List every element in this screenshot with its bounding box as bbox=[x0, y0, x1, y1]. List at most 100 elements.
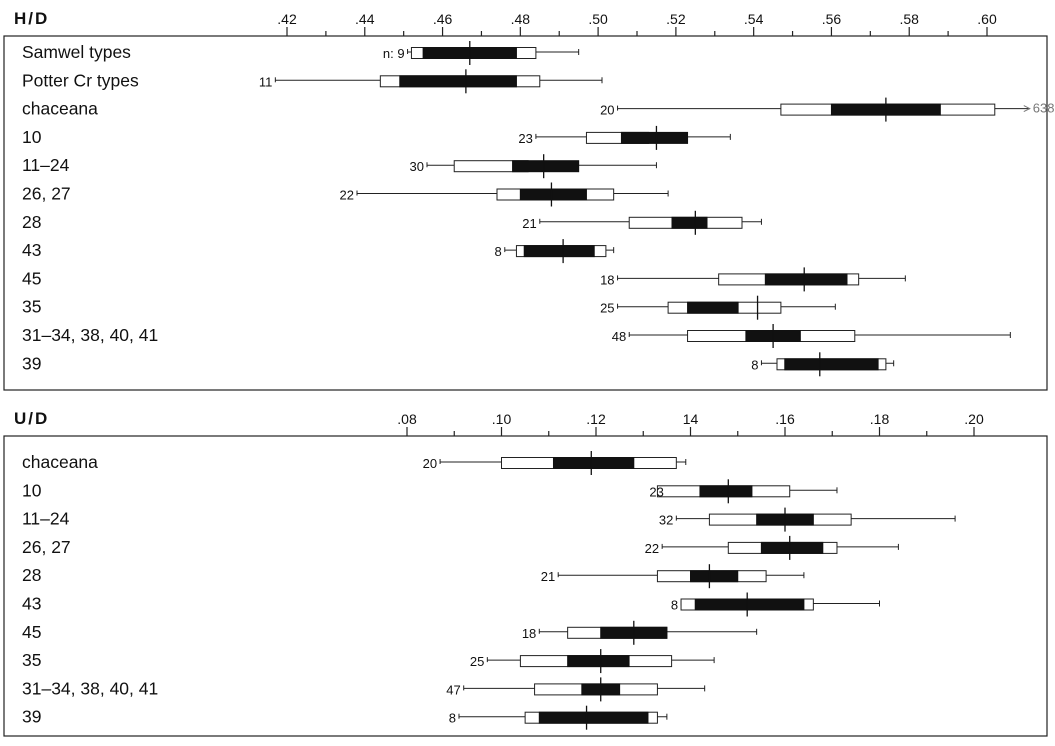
data-row: 10 23 bbox=[22, 479, 838, 504]
n-label: 18 bbox=[600, 272, 614, 287]
data-row: chaceana 638 20 bbox=[22, 97, 1055, 122]
tick-label: .16 bbox=[775, 411, 795, 427]
tick-label: .12 bbox=[586, 411, 606, 427]
n-label: 21 bbox=[522, 216, 536, 231]
row-label: 11–24 bbox=[22, 155, 70, 175]
n-label: 25 bbox=[470, 654, 484, 669]
n-label: 20 bbox=[423, 456, 437, 471]
tick-label: .56 bbox=[822, 11, 842, 27]
data-row: 26, 27 22 bbox=[22, 535, 899, 560]
tick-label: .08 bbox=[397, 411, 417, 427]
n-label: 8 bbox=[449, 711, 456, 726]
data-row: 31–34, 38, 40, 41 48 bbox=[22, 324, 1011, 348]
tick-label: .10 bbox=[492, 411, 512, 427]
n-label: 32 bbox=[659, 513, 673, 528]
ci-box bbox=[399, 75, 517, 88]
ci-box bbox=[519, 188, 587, 201]
row-label: chaceana bbox=[22, 99, 98, 119]
panel-1: H/D .42 .44 .46 .48 .50 .52 .54 .56 .58 .60 Samwel … bbox=[3, 9, 1055, 391]
n-label: 21 bbox=[541, 569, 555, 584]
n-label: 23 bbox=[518, 131, 532, 146]
row-label: 39 bbox=[22, 353, 41, 373]
row-label: 28 bbox=[22, 565, 41, 585]
tick-label: .44 bbox=[355, 11, 375, 27]
data-row: 31–34, 38, 40, 41 47 bbox=[22, 677, 706, 702]
tick-label: .48 bbox=[511, 11, 531, 27]
row-label: 43 bbox=[22, 240, 41, 260]
row-label: 45 bbox=[22, 268, 41, 288]
ci-box bbox=[620, 131, 689, 144]
data-row: 11–24 30 bbox=[22, 154, 657, 179]
ci-box bbox=[699, 485, 753, 498]
row-label: 31–34, 38, 40, 41 bbox=[22, 678, 158, 698]
n-label: 30 bbox=[410, 159, 424, 174]
tick-label: .20 bbox=[964, 411, 984, 427]
data-row: 35 25 bbox=[22, 295, 836, 320]
n-label: 22 bbox=[340, 188, 354, 203]
tick-label: .52 bbox=[666, 11, 686, 27]
panel-frame bbox=[3, 35, 1048, 391]
ci-box bbox=[523, 245, 595, 258]
n-label: 22 bbox=[645, 541, 659, 556]
row-label: 43 bbox=[22, 594, 41, 614]
row-label: 26, 27 bbox=[22, 537, 71, 557]
panel-2: U/D .08 .10 .12 14 .16 .18 .20 chaceana 20 10 23 11–… bbox=[3, 409, 1048, 737]
row-label: 26, 27 bbox=[22, 184, 71, 204]
ci-box bbox=[512, 160, 580, 173]
ci-box bbox=[690, 570, 739, 583]
range-overflow-arrow bbox=[1023, 105, 1031, 113]
n-label: 20 bbox=[600, 103, 614, 118]
data-row: 35 25 bbox=[22, 649, 715, 674]
ci-box bbox=[567, 655, 630, 668]
ci-box bbox=[760, 541, 824, 554]
tick-label: .58 bbox=[899, 11, 919, 27]
tick-label: .54 bbox=[744, 11, 764, 27]
data-row: 11–24 32 bbox=[22, 507, 956, 532]
data-row: 26, 27 22 bbox=[22, 182, 669, 207]
row-label: 35 bbox=[22, 650, 41, 670]
row-label: 35 bbox=[22, 297, 41, 317]
row-label: 11–24 bbox=[22, 509, 70, 529]
tick-label: .18 bbox=[870, 411, 890, 427]
n-label: 48 bbox=[612, 329, 626, 344]
overflow-label: 638 bbox=[1033, 101, 1055, 116]
data-row: 45 18 bbox=[22, 620, 758, 645]
ci-box bbox=[671, 216, 708, 229]
tick-label: .46 bbox=[433, 11, 453, 27]
row-label: 10 bbox=[22, 480, 42, 500]
data-row: chaceana 20 bbox=[22, 451, 687, 475]
n-label: 8 bbox=[751, 357, 758, 372]
panel-frame bbox=[3, 435, 1048, 737]
row-label: Potter Cr types bbox=[22, 70, 139, 90]
data-row: 39 8 bbox=[22, 352, 895, 377]
n-label: 47 bbox=[446, 682, 460, 697]
row-label: 28 bbox=[22, 212, 41, 232]
axis-title: U/D bbox=[14, 409, 49, 428]
data-row: 43 8 bbox=[22, 239, 615, 264]
row-label: 31–34, 38, 40, 41 bbox=[22, 325, 158, 345]
data-row: 10 23 bbox=[22, 125, 731, 150]
axis-title: H/D bbox=[14, 9, 49, 28]
row-label: 39 bbox=[22, 707, 41, 727]
n-label: 25 bbox=[600, 301, 614, 316]
ci-box bbox=[538, 711, 649, 724]
ci-box bbox=[552, 457, 635, 469]
data-row: 45 18 bbox=[22, 267, 906, 292]
data-row: 28 21 bbox=[22, 210, 762, 235]
tick-label: .50 bbox=[588, 11, 608, 27]
row-label: 10 bbox=[22, 127, 42, 147]
data-row: 43 8 bbox=[22, 592, 880, 617]
n-label: 11 bbox=[259, 74, 273, 89]
n-label: 8 bbox=[495, 244, 502, 259]
row-label: chaceana bbox=[22, 452, 98, 472]
n-label: 8 bbox=[671, 598, 678, 613]
tick-label: 14 bbox=[683, 411, 699, 427]
row-label: Samwel types bbox=[22, 42, 131, 62]
ci-box bbox=[694, 598, 805, 611]
ci-box bbox=[784, 358, 879, 371]
n-label: 23 bbox=[649, 484, 663, 499]
ci-box bbox=[764, 273, 848, 286]
data-row: 39 8 bbox=[22, 705, 668, 730]
